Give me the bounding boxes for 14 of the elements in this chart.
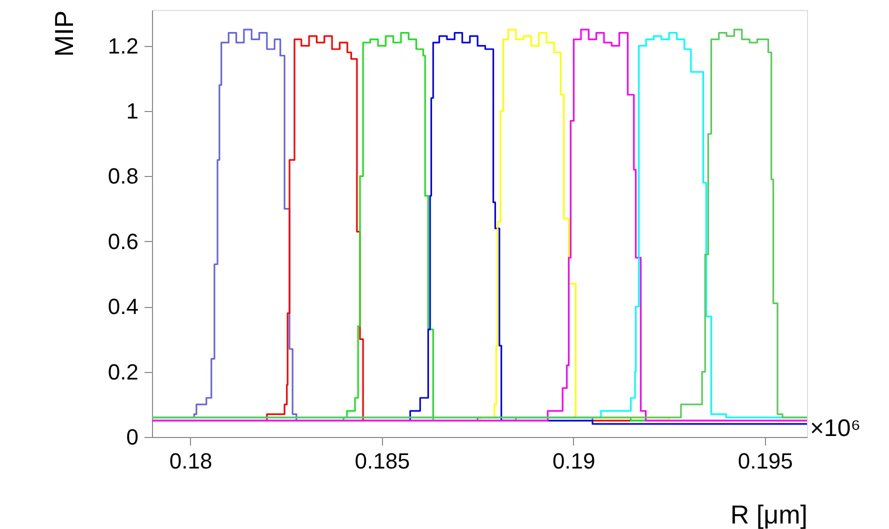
y-axis-title: MIP	[48, 10, 79, 57]
x-tick-label: 0.18	[169, 448, 212, 474]
x-tick-label: 0.185	[354, 448, 410, 474]
y-tick-label: 0.6	[108, 228, 138, 254]
y-tick-label: 0.2	[108, 359, 138, 384]
y-tick-label: 1	[126, 98, 138, 124]
x-tick-label: 0.195	[738, 448, 793, 474]
y-tick-label: 1.2	[108, 33, 138, 58]
y-tick-label: 0	[126, 424, 138, 450]
y-tick-label: 0.8	[108, 164, 138, 189]
x-axis-title: R [μm]	[730, 500, 808, 529]
x-tick-label: 0.19	[552, 448, 596, 474]
text: ×10⁶	[810, 415, 861, 442]
y-tick-label: 0.4	[108, 294, 138, 320]
